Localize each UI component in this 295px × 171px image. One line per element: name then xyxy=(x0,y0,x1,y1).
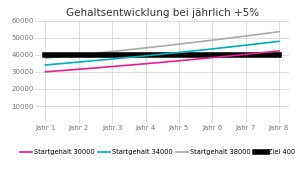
Startgehalt 34000 xyxy=(277,40,281,42)
Startgehalt 34000 xyxy=(211,48,214,50)
Startgehalt 30000 xyxy=(77,68,81,70)
Ziel 40000 xyxy=(144,54,147,56)
Startgehalt 34000 xyxy=(244,44,248,46)
Ziel 40000 xyxy=(277,54,281,56)
Startgehalt 30000 xyxy=(244,53,248,55)
Startgehalt 30000 xyxy=(211,57,214,59)
Startgehalt 30000 xyxy=(277,50,281,52)
Startgehalt 30000 xyxy=(110,65,114,68)
Startgehalt 30000 xyxy=(44,71,47,73)
Startgehalt 34000 xyxy=(177,51,181,54)
Line: Startgehalt 34000: Startgehalt 34000 xyxy=(45,41,279,65)
Ziel 40000 xyxy=(177,54,181,56)
Ziel 40000 xyxy=(211,54,214,56)
Startgehalt 38000 xyxy=(244,35,248,37)
Startgehalt 34000 xyxy=(144,55,147,57)
Startgehalt 34000 xyxy=(77,61,81,63)
Line: Startgehalt 38000: Startgehalt 38000 xyxy=(45,32,279,58)
Startgehalt 38000 xyxy=(77,54,81,56)
Ziel 40000 xyxy=(110,54,114,56)
Legend: Startgehalt 30000, Startgehalt 34000, Startgehalt 38000, Ziel 40000: Startgehalt 30000, Startgehalt 34000, St… xyxy=(20,149,295,155)
Line: Startgehalt 30000: Startgehalt 30000 xyxy=(45,51,279,72)
Startgehalt 34000 xyxy=(110,58,114,60)
Startgehalt 38000 xyxy=(144,47,147,49)
Startgehalt 38000 xyxy=(211,39,214,41)
Title: Gehaltsentwicklung bei jährlich +5%: Gehaltsentwicklung bei jährlich +5% xyxy=(66,8,259,18)
Ziel 40000 xyxy=(44,54,47,56)
Startgehalt 38000 xyxy=(44,57,47,59)
Startgehalt 38000 xyxy=(177,43,181,45)
Startgehalt 30000 xyxy=(144,63,147,65)
Startgehalt 34000 xyxy=(44,64,47,66)
Startgehalt 38000 xyxy=(277,31,281,33)
Startgehalt 38000 xyxy=(110,50,114,52)
Ziel 40000 xyxy=(77,54,81,56)
Startgehalt 30000 xyxy=(177,60,181,62)
Ziel 40000 xyxy=(244,54,248,56)
